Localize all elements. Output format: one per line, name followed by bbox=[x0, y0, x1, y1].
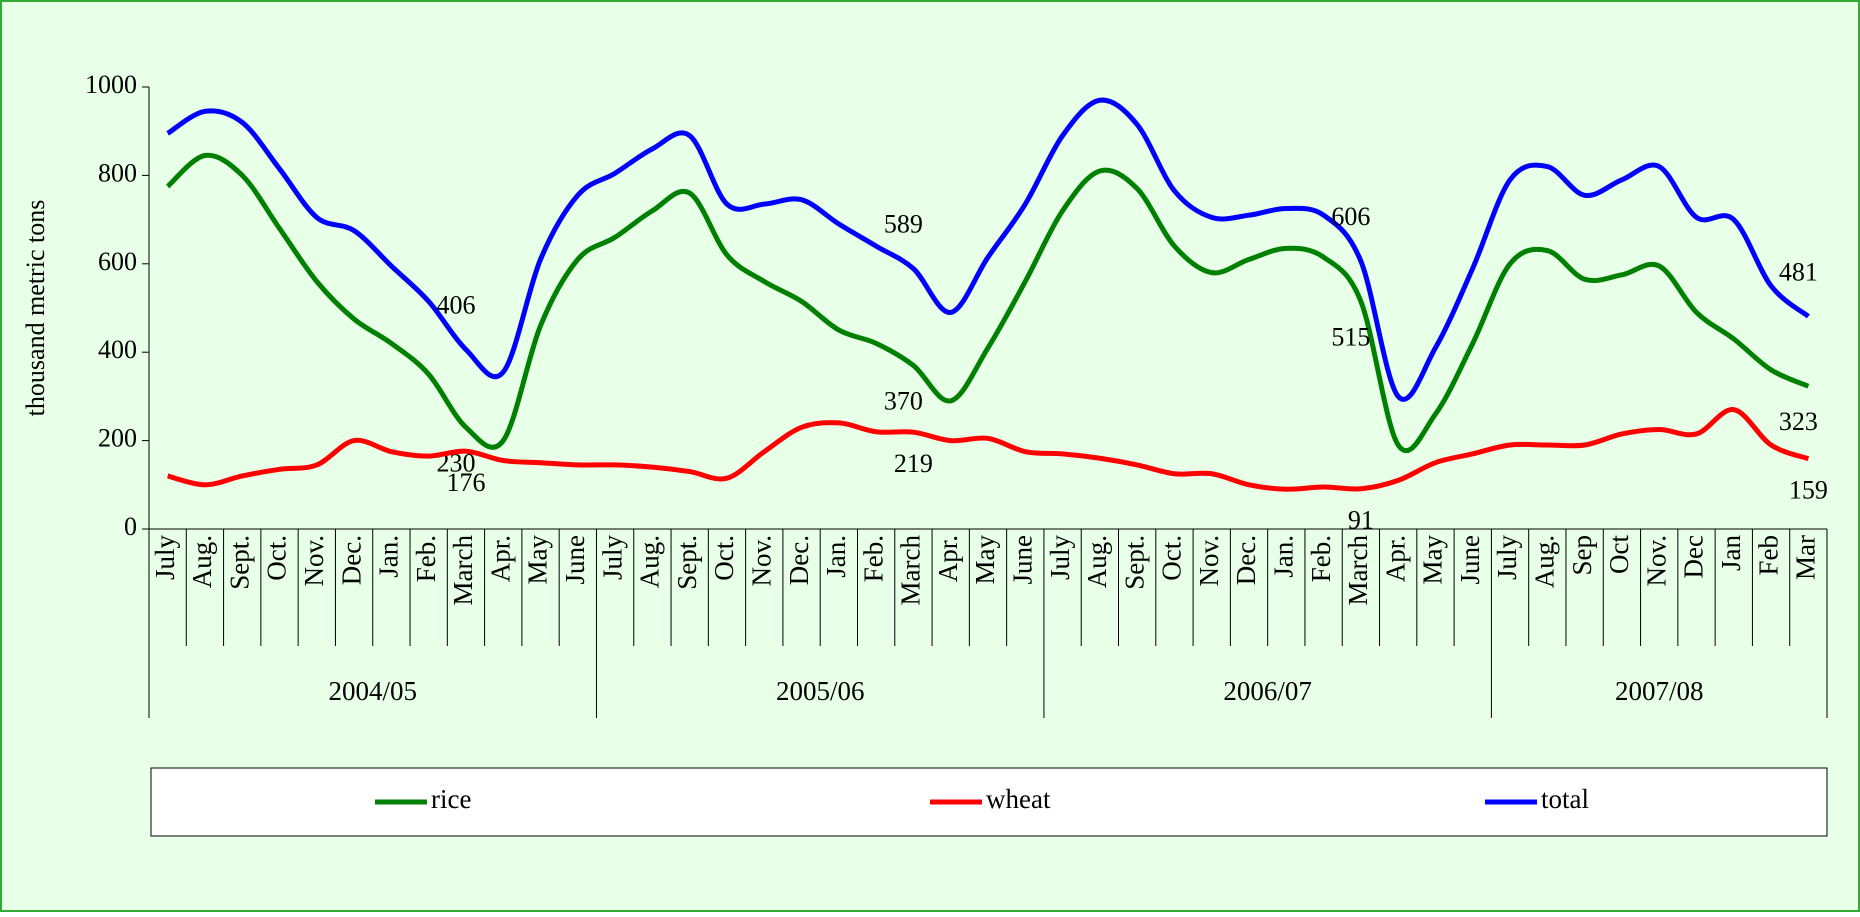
x-tick-label: Apr. bbox=[933, 535, 963, 582]
x-tick-label: March bbox=[896, 535, 926, 606]
x-tick-label: Mar bbox=[1791, 535, 1821, 580]
series-line bbox=[166, 407, 1810, 492]
y-tick-label: 200 bbox=[98, 424, 137, 453]
x-tick-label: Sep bbox=[1567, 535, 1597, 576]
data-label: 606 bbox=[1331, 202, 1370, 231]
x-tick-label: June bbox=[1455, 535, 1485, 585]
y-tick-label: 600 bbox=[98, 247, 137, 276]
x-tick-label: March bbox=[1343, 535, 1373, 606]
x-tick-label: July bbox=[597, 535, 627, 581]
data-label: 589 bbox=[884, 210, 923, 239]
x-tick-label: Aug. bbox=[635, 535, 665, 588]
series-line bbox=[165, 152, 1810, 454]
x-tick-label: June bbox=[560, 535, 590, 585]
x-tick-label: Aug. bbox=[1530, 535, 1560, 588]
x-tick-label: Aug. bbox=[1082, 535, 1112, 588]
x-tick-label: July bbox=[150, 535, 180, 581]
x-tick-label: Apr. bbox=[485, 535, 515, 582]
group-label: 2004/05 bbox=[328, 676, 417, 706]
y-tick-label: 400 bbox=[98, 335, 137, 364]
x-tick-label: Nov. bbox=[1194, 535, 1224, 587]
x-tick-label: Dec bbox=[1679, 535, 1709, 578]
y-tick-label: 800 bbox=[98, 158, 137, 187]
x-tick-label: July bbox=[1492, 535, 1522, 581]
group-label: 2005/06 bbox=[776, 676, 865, 706]
x-tick-label: Jan. bbox=[821, 535, 851, 578]
y-axis-label: thousand metric tons bbox=[21, 200, 50, 417]
data-label: 219 bbox=[894, 449, 933, 478]
y-tick-label: 0 bbox=[124, 512, 137, 541]
x-tick-label: Jan bbox=[1716, 535, 1746, 571]
series-line bbox=[166, 97, 1810, 402]
data-label: 176 bbox=[446, 468, 485, 497]
x-tick-label: Oct bbox=[1604, 535, 1634, 574]
x-tick-label: Nov. bbox=[1641, 535, 1671, 587]
x-tick-label: Dec. bbox=[336, 535, 366, 585]
x-tick-label: Nov. bbox=[299, 535, 329, 587]
x-tick-label: Dec. bbox=[784, 535, 814, 585]
y-tick-label: 1000 bbox=[85, 70, 137, 99]
x-tick-label: Feb. bbox=[411, 535, 441, 582]
x-tick-label: Sept. bbox=[1119, 535, 1149, 590]
x-tick-label: Aug. bbox=[187, 535, 217, 588]
legend-label: total bbox=[1541, 784, 1589, 814]
x-tick-label: Oct. bbox=[262, 535, 292, 581]
legend-label: wheat bbox=[986, 784, 1051, 814]
x-tick-label: May bbox=[523, 535, 553, 585]
legend bbox=[150, 767, 1828, 837]
data-label: 481 bbox=[1779, 257, 1818, 286]
x-tick-label: Feb. bbox=[1306, 535, 1336, 582]
x-tick-label: Jan. bbox=[1269, 535, 1299, 578]
x-tick-label: Oct. bbox=[709, 535, 739, 581]
group-label: 2006/07 bbox=[1223, 676, 1312, 706]
x-tick-label: Sept. bbox=[672, 535, 702, 590]
x-tick-label: June bbox=[1007, 535, 1037, 585]
x-tick-label: July bbox=[1045, 535, 1075, 581]
data-label: 159 bbox=[1789, 476, 1828, 505]
data-label: 323 bbox=[1779, 407, 1818, 436]
x-tick-label: Dec. bbox=[1231, 535, 1261, 585]
data-label: 370 bbox=[884, 386, 923, 415]
group-label: 2007/08 bbox=[1615, 676, 1704, 706]
x-tick-label: Feb. bbox=[858, 535, 888, 582]
x-tick-label: March bbox=[448, 535, 478, 606]
x-tick-label: May bbox=[970, 535, 1000, 585]
legend-label: rice bbox=[431, 784, 471, 814]
x-tick-label: Apr. bbox=[1380, 535, 1410, 582]
x-tick-label: Feb bbox=[1753, 535, 1783, 576]
data-label: 515 bbox=[1331, 322, 1370, 351]
data-label: 406 bbox=[436, 291, 475, 320]
x-tick-label: Nov. bbox=[746, 535, 776, 587]
data-label: 91 bbox=[1348, 506, 1374, 535]
x-tick-label: Jan. bbox=[374, 535, 404, 578]
x-tick-label: Oct. bbox=[1157, 535, 1187, 581]
x-tick-label: Sept. bbox=[224, 535, 254, 590]
x-tick-label: May bbox=[1418, 535, 1448, 585]
